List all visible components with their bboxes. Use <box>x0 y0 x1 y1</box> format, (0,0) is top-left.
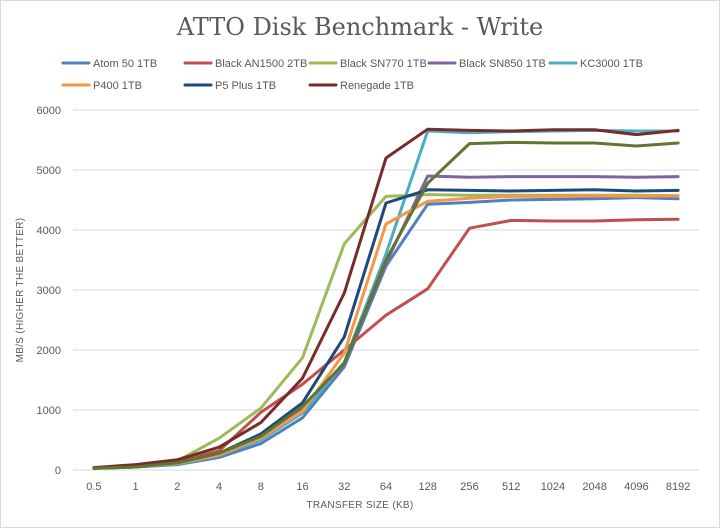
x-tick-label: 512 <box>502 481 520 493</box>
y-tick-label: 4000 <box>37 225 61 237</box>
legend-label-black-sn850-1tb: Black SN850 1TB <box>459 58 546 70</box>
legend-label-p400-1tb: P400 1TB <box>93 80 142 92</box>
legend: Atom 50 1TB Black AN1500 2TB Black SN770 1… <box>61 58 643 92</box>
x-tick-label: 8192 <box>666 481 690 493</box>
chart-title: ATTO Disk Benchmark - Write <box>176 13 543 41</box>
x-tick-label: 64 <box>380 481 392 493</box>
x-tick-label: 4 <box>216 481 222 493</box>
series-line-renegade-1tb <box>92 127 680 470</box>
y-tick-label: 3000 <box>37 285 61 297</box>
series-line-kc3000-1tb <box>92 128 680 470</box>
x-tick-label: 2 <box>174 481 180 493</box>
series-line-p400-1tb <box>92 194 680 470</box>
x-tick-label: 0.5 <box>86 481 101 493</box>
y-tick-label: 5000 <box>37 165 61 177</box>
legend-label-kc3000-1tb: KC3000 1TB <box>580 58 643 70</box>
x-tick-label: 256 <box>460 481 478 493</box>
legend-label-renegade-1tb: Renegade 1TB <box>340 80 414 92</box>
gridlines <box>73 109 699 471</box>
x-tick-label: 1 <box>133 481 139 493</box>
y-axis-title: MB/S (HIGHER THE BETTER) <box>15 218 26 363</box>
x-tick-label: 16 <box>296 481 308 493</box>
series-line-black-sn770-1tb <box>92 193 680 470</box>
x-axis-title: TRANSFER SIZE (KB) <box>306 500 413 511</box>
series-lines <box>92 127 680 470</box>
legend-label-black-sn770-1tb: Black SN770 1TB <box>340 58 427 70</box>
y-tick-label: 0 <box>55 465 61 477</box>
legend-label-atom-50-1tb: Atom 50 1TB <box>93 58 157 70</box>
x-tick-label: 32 <box>338 481 350 493</box>
x-tick-label: 4096 <box>624 481 648 493</box>
series-line-s70-blade-1tb <box>92 140 680 470</box>
series-line-atom-50-1tb <box>92 196 680 470</box>
axes: 0 1000 2000 3000 4000 5000 6000 0.5 1 2 4 8 16 32 64 12… <box>37 105 691 493</box>
x-tick-label: 1024 <box>541 481 565 493</box>
y-tick-label: 6000 <box>37 105 61 117</box>
series-line-p5-plus-1tb <box>92 188 680 470</box>
y-tick-label: 1000 <box>37 405 61 417</box>
x-tick-label: 2048 <box>582 481 606 493</box>
x-tick-label: 128 <box>419 481 437 493</box>
y-tick-label: 2000 <box>37 345 61 357</box>
legend-label-black-an1500-2tb: Black AN1500 2TB <box>215 58 307 70</box>
x-tick-label: 8 <box>258 481 264 493</box>
legend-label-p5-plus-1tb: P5 Plus 1TB <box>215 80 276 92</box>
